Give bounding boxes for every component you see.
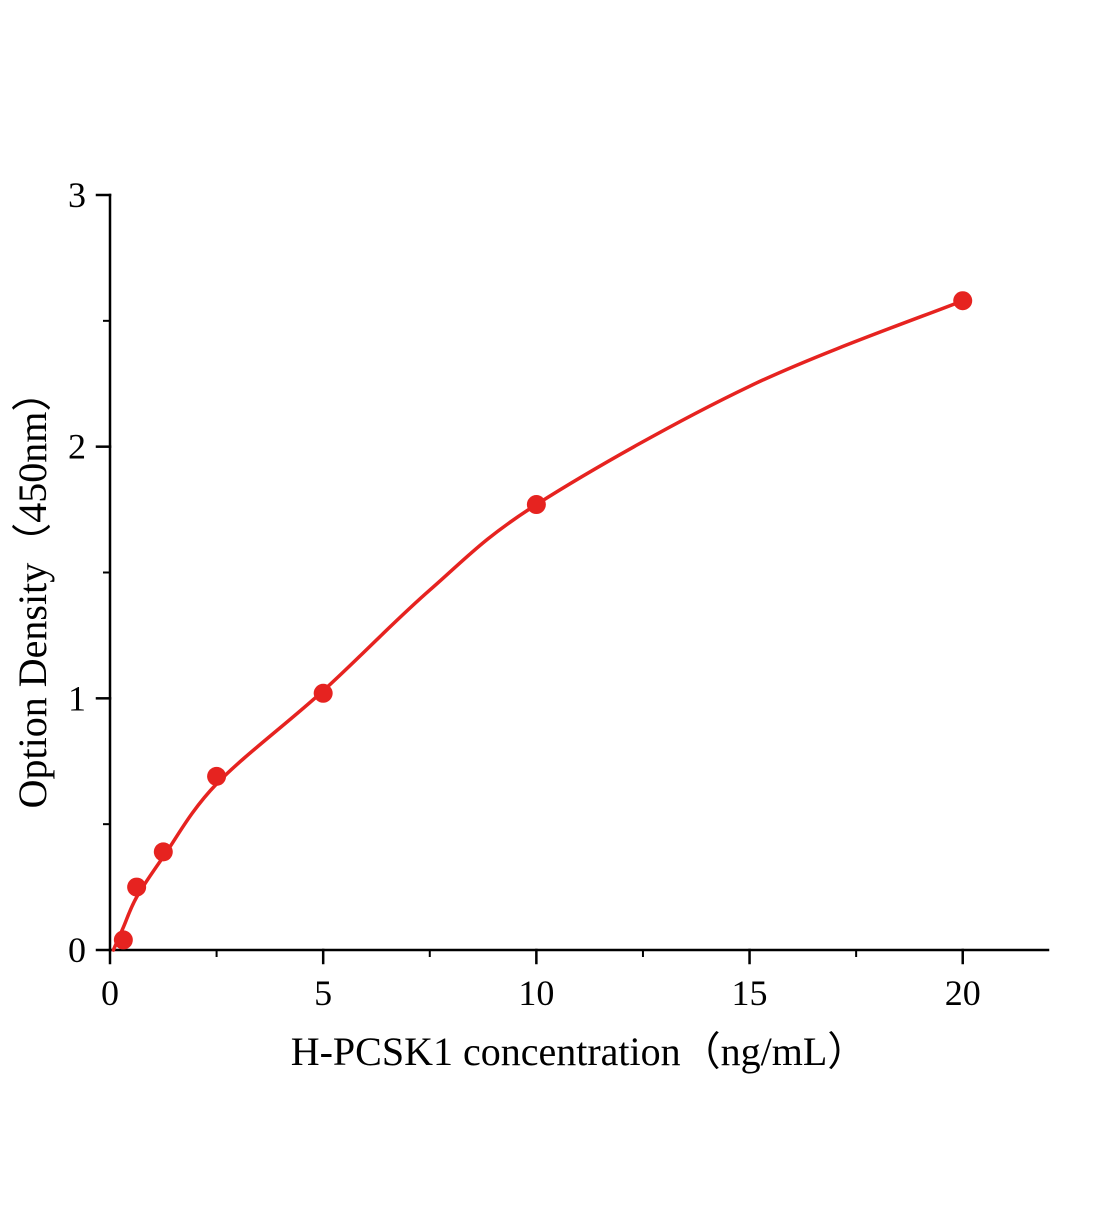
x-tick-label: 20 (945, 973, 981, 1013)
x-tick-label: 10 (518, 973, 554, 1013)
data-point (313, 683, 333, 703)
data-point (113, 930, 133, 950)
x-tick-label: 15 (732, 973, 768, 1013)
x-axis-title: H-PCSK1 concentration（ng/mL） (291, 1029, 868, 1074)
plot-area: 0 5 10 15 20 0 1 2 3 (68, 175, 1050, 1013)
data-point (207, 766, 227, 786)
data-point (127, 877, 147, 897)
fit-curve (111, 298, 965, 952)
y-tick-label: 3 (68, 175, 86, 215)
x-tick-label: 0 (101, 973, 119, 1013)
data-point (153, 842, 173, 862)
y-axis-title: Option Density（450nm） (10, 372, 55, 809)
y-tick-label: 1 (68, 678, 86, 718)
x-tick-label: 5 (314, 973, 332, 1013)
data-point (526, 495, 546, 515)
y-tick-label: 2 (68, 427, 86, 467)
data-point (953, 291, 973, 311)
y-tick-label: 0 (68, 930, 86, 970)
